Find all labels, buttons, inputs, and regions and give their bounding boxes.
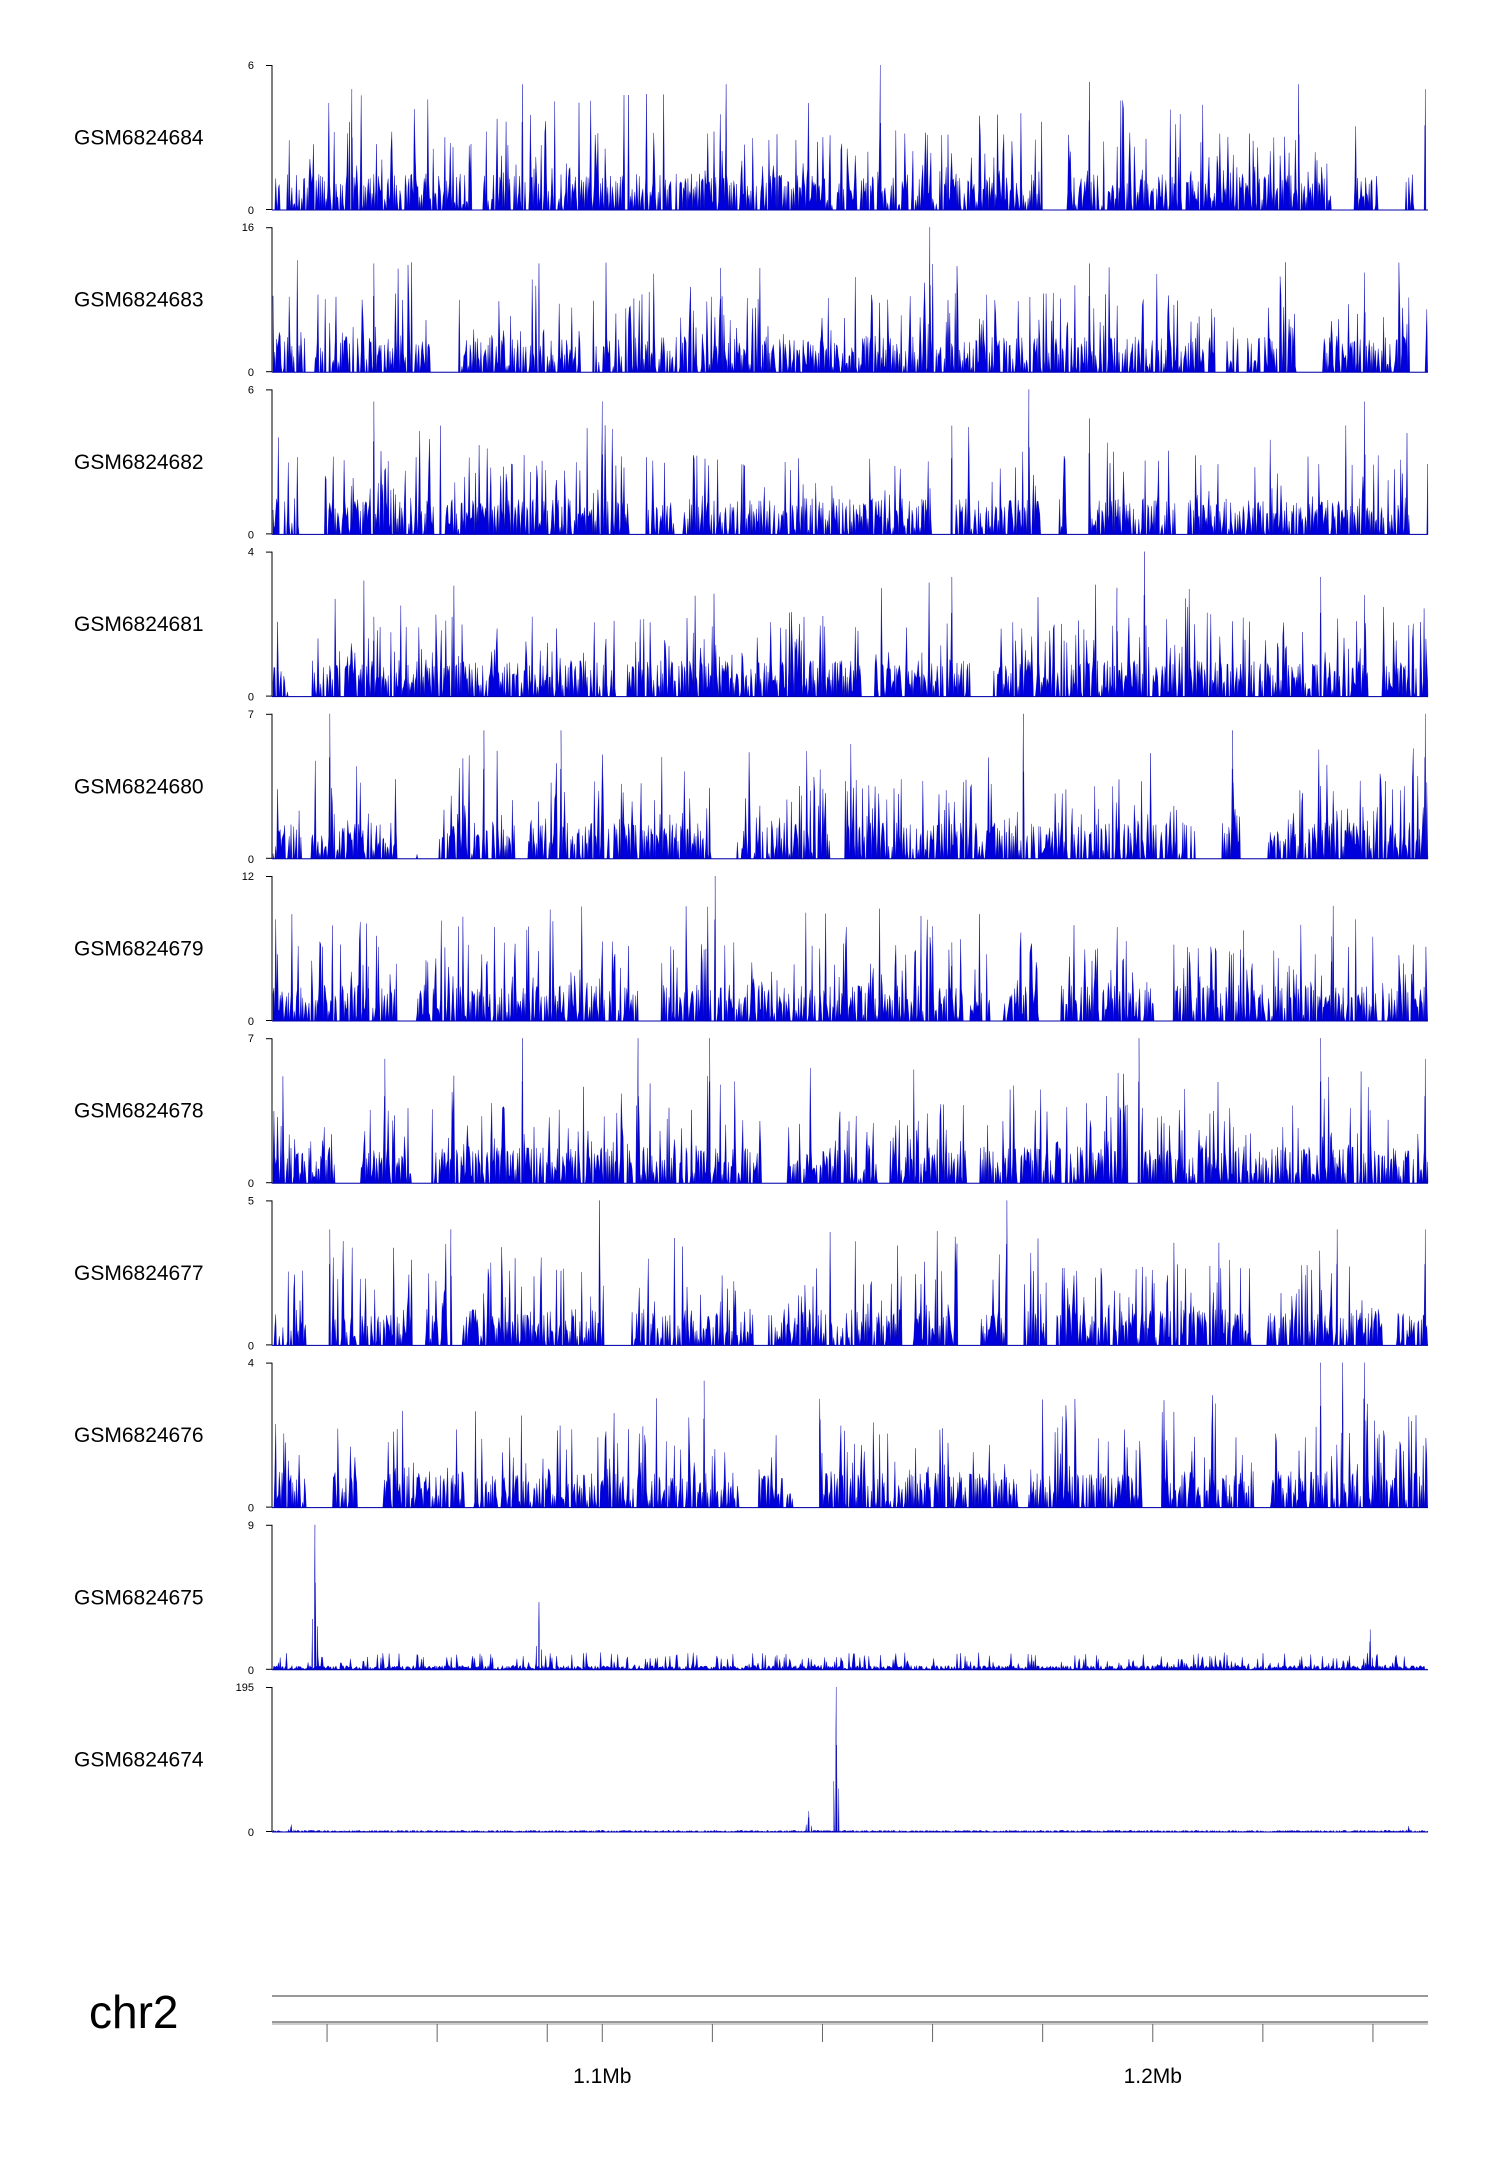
y-tick-label-max: 4 [248, 1358, 254, 1370]
y-tick-label-min: 0 [248, 1665, 254, 1677]
track-label: GSM6824674 [74, 1749, 204, 1772]
y-tick-label-max: 6 [248, 384, 254, 396]
track-GSM6824684: GSM6824684 6 0 [74, 60, 1428, 217]
y-tick-label-min: 0 [248, 1827, 254, 1839]
coverage-area-GSM6824680 [272, 713, 1429, 859]
y-tick-label-max: 4 [248, 547, 254, 559]
coverage-area-GSM6824683 [272, 227, 1428, 373]
chromosome-axis: chr2 1.1Mb 1.2Mb [89, 1986, 1428, 2088]
coverage-area-GSM6824681 [272, 551, 1429, 697]
track-GSM6824679: GSM6824679 12 0 [74, 871, 1428, 1028]
track-GSM6824681: GSM6824681 4 0 [74, 547, 1429, 704]
track-GSM6824683: GSM6824683 16 0 [74, 222, 1428, 379]
y-tick-label-max: 7 [248, 1033, 254, 1045]
track-GSM6824674: GSM6824674 195 0 [74, 1682, 1429, 1839]
chromosome-label: chr2 [89, 1986, 178, 2038]
y-tick-label-min: 0 [248, 529, 254, 541]
y-tick-label-min: 0 [248, 1178, 254, 1190]
track-label: GSM6824679 [74, 938, 204, 961]
x-tick-label: 1.2Mb [1124, 2065, 1182, 2088]
y-tick-label-min: 0 [248, 1016, 254, 1028]
coverage-area-GSM6824682 [272, 389, 1429, 535]
y-tick-label-min: 0 [248, 1503, 254, 1515]
y-tick-label-max: 9 [248, 1520, 254, 1532]
track-label: GSM6824682 [74, 451, 204, 474]
track-GSM6824677: GSM6824677 5 0 [74, 1195, 1428, 1352]
track-label: GSM6824676 [74, 1424, 204, 1447]
track-label: GSM6824678 [74, 1100, 204, 1123]
track-GSM6824682: GSM6824682 6 0 [74, 384, 1429, 541]
track-label: GSM6824680 [74, 775, 204, 798]
coverage-area-GSM6824684 [273, 64, 1428, 211]
coverage-area-GSM6824674 [272, 1686, 1429, 1833]
track-GSM6824676: GSM6824676 4 0 [74, 1358, 1428, 1515]
track-label: GSM6824681 [74, 613, 204, 636]
y-tick-label-max: 195 [236, 1682, 254, 1694]
y-tick-label-min: 0 [248, 205, 254, 217]
y-tick-label-max: 16 [242, 222, 254, 234]
track-GSM6824680: GSM6824680 7 0 [74, 709, 1429, 866]
y-tick-label-min: 0 [248, 692, 254, 704]
coverage-area-GSM6824678 [272, 1038, 1429, 1184]
y-tick-label-max: 6 [248, 60, 254, 72]
track-label: GSM6824677 [74, 1262, 204, 1285]
track-label: GSM6824684 [74, 127, 204, 150]
y-tick-label-max: 5 [248, 1195, 254, 1207]
y-tick-label-min: 0 [248, 367, 254, 379]
y-tick-label-max: 12 [242, 871, 254, 883]
track-GSM6824675: GSM6824675 9 0 [74, 1520, 1429, 1677]
y-tick-label-min: 0 [248, 854, 254, 866]
x-tick-label: 1.1Mb [573, 2065, 631, 2088]
y-tick-label-max: 7 [248, 709, 254, 721]
track-GSM6824678: GSM6824678 7 0 [74, 1033, 1429, 1190]
coverage-area-GSM6824677 [273, 1200, 1428, 1346]
track-label: GSM6824683 [74, 289, 204, 312]
y-tick-label-min: 0 [248, 1340, 254, 1352]
track-label: GSM6824675 [74, 1586, 204, 1609]
coverage-area-GSM6824679 [272, 875, 1428, 1022]
coverage-area-GSM6824676 [273, 1362, 1428, 1508]
coverage-area-GSM6824675 [272, 1524, 1429, 1671]
